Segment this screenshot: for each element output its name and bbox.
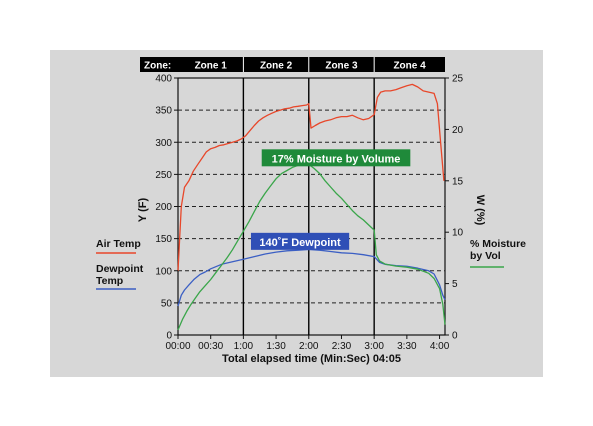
y-left-tick-label: 350 bbox=[155, 106, 172, 117]
zone-label-1: Zone 1 bbox=[195, 61, 228, 72]
legend-label-moisture: % Moisture by Vol bbox=[470, 238, 526, 262]
annotation-17-moisture-by-volume: 17% Moisture by Volume bbox=[272, 153, 401, 165]
x-tick-label: 3:00 bbox=[364, 341, 384, 352]
x-tick-label: 2:30 bbox=[332, 341, 352, 352]
chart-canvas: Zone: Zone 1 Zone 2 Zone 3 Zone 4 17% Moist… bbox=[96, 57, 526, 365]
y-right-tick-label: 20 bbox=[452, 125, 464, 136]
legend-label-dewpoint-temp: Dewpoint Temp bbox=[96, 263, 144, 287]
y-left-tick-label: 100 bbox=[155, 266, 172, 277]
x-tick-label: 2:00 bbox=[299, 341, 319, 352]
y-right-tick-label: 5 bbox=[452, 279, 458, 290]
y-left-tick-label: 300 bbox=[155, 138, 172, 149]
chart-panel: Zone: Zone 1 Zone 2 Zone 3 Zone 4 17% Moist… bbox=[50, 50, 543, 377]
x-tick-label: 00:30 bbox=[198, 341, 223, 352]
y-left-tick-label: 150 bbox=[155, 234, 172, 245]
y-axis-left-title: Y (F) bbox=[137, 198, 149, 223]
y-left-tick-label: 200 bbox=[155, 202, 172, 213]
zone-header-bar bbox=[140, 57, 445, 72]
annotations: 17% Moisture by Volume 140˚F Dewpoint bbox=[250, 149, 411, 250]
annotation-box-17-moisture-by-volume bbox=[261, 149, 411, 167]
y-axis-right-title: W (%) bbox=[474, 195, 486, 226]
y-axis-left: 0 50 100 150 200 250 300 350 400 bbox=[155, 74, 178, 342]
y-left-tick-label: 50 bbox=[161, 298, 173, 309]
legend: Air Temp Dewpoint Temp % Moisture by Vol bbox=[96, 238, 526, 290]
gridlines bbox=[178, 109, 445, 304]
zone-dividers bbox=[242, 78, 375, 335]
y-right-tick-label: 0 bbox=[452, 331, 458, 342]
y-left-tick-label: 0 bbox=[166, 331, 172, 342]
zone-header: Zone: Zone 1 Zone 2 Zone 3 Zone 4 bbox=[140, 57, 445, 72]
y-left-tick-label: 250 bbox=[155, 170, 172, 181]
x-tick-label: 1:00 bbox=[234, 341, 254, 352]
series-line-air-temp bbox=[177, 83, 445, 271]
zone-label-4: Zone 4 bbox=[393, 61, 426, 72]
legend-label-air-temp: Air Temp bbox=[96, 238, 141, 250]
x-tick-label: 3:30 bbox=[397, 341, 417, 352]
zone-label-2: Zone 2 bbox=[260, 61, 293, 72]
y-axis-right: 0 5 10 15 20 25 bbox=[445, 74, 464, 342]
zone-label-3: Zone 3 bbox=[325, 61, 358, 72]
x-axis-title: Total elapsed time (Min:Sec) 04:05 bbox=[222, 353, 401, 365]
x-axis: 00:00 00:30 1:00 1:30 2:00 2:30 3:00 3:30 4:00 bbox=[165, 335, 450, 352]
y-left-tick-label: 400 bbox=[155, 74, 172, 85]
x-tick-label: 00:00 bbox=[165, 341, 190, 352]
y-right-tick-label: 25 bbox=[452, 74, 464, 85]
annotation-box-140-f-dewpoint bbox=[250, 232, 350, 250]
y-right-tick-label: 10 bbox=[452, 228, 464, 239]
x-tick-label: 4:00 bbox=[430, 341, 450, 352]
annotation-140-f-dewpoint: 140˚F Dewpoint bbox=[259, 237, 341, 249]
y-right-tick-label: 15 bbox=[452, 176, 464, 187]
zone-header-label: Zone: bbox=[144, 61, 171, 72]
x-tick-label: 1:30 bbox=[266, 341, 286, 352]
